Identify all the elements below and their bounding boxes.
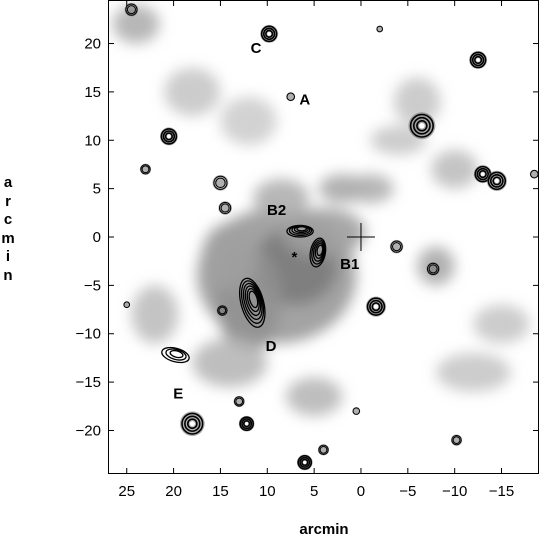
emission-blob-12 [164,67,221,117]
compact-source-20 [286,92,296,102]
emission-blob-11 [112,4,160,44]
emission-blob-13 [393,77,441,126]
compact-source-5 [139,163,152,175]
compact-source-16 [233,395,245,408]
x-tick-label: −10 [442,483,467,500]
x-tick-label: 15 [212,483,229,500]
x-axis-ticks: 25 20 15 10 5 0 −5 −10 −15 [118,0,514,500]
compact-source-21 [376,25,384,33]
y-tick-label: 20 [84,36,101,53]
source-label-b1: B1 [340,256,359,273]
compact-source-15 [238,415,255,432]
x-tick-label: −5 [399,483,416,500]
y-axis-title-letter: r [5,192,11,210]
center-cross [346,223,375,251]
source-label-c: C [251,40,262,57]
emission-blob-4 [201,222,258,291]
contour-layer [123,2,539,471]
y-axis-ticks: 20 15 10 5 0 −5 −10 −15 −20 [76,36,539,439]
y-tick-label: 0 [93,229,101,246]
emission-blob-18 [220,96,277,146]
elongated-source-d [238,277,266,328]
compact-source-19 [450,434,463,446]
compact-source-a [408,112,436,140]
compact-source-10 [389,239,404,254]
elongated-source-b1 [309,237,327,268]
emission-blob-19 [431,149,479,189]
y-tick-label: 10 [84,132,101,149]
source-label-d: D [266,338,277,355]
y-axis-title-letter: m [1,229,15,247]
compact-source-e [179,411,205,437]
y-axis-title-letter: n [3,266,13,284]
emission-blob-16 [131,285,179,344]
y-tick-label: −15 [76,374,101,391]
y-tick-label: 5 [93,181,101,198]
y-axis-title-letter: i [5,248,11,265]
source-label-e: E [173,386,183,403]
y-tick-label: 15 [84,84,101,101]
compact-source-7 [218,201,232,215]
elongated-source-3 [161,346,190,364]
compact-source-9 [486,170,507,192]
emission-blob-3 [281,207,366,257]
emission-blob-7 [346,174,394,204]
compact-source-4 [159,127,178,146]
y-tick-label: −5 [84,277,101,294]
x-tick-label: 20 [165,483,182,500]
compact-source-c [260,24,279,43]
compact-source-12 [365,296,387,317]
emission-blob-10 [286,377,343,416]
emission-blob-5 [253,178,310,218]
y-tick-label: −20 [76,422,101,439]
emission-blob-14 [435,353,511,392]
source-labels: A C B2 B1 * D E [173,40,359,402]
compact-source-3 [469,50,488,69]
source-label-b2: B2 [267,202,286,219]
x-tick-label: 25 [118,483,135,500]
diffuse-emission [112,4,530,416]
y-axis-title-letter: a [3,174,13,191]
y-tick-label: −10 [76,326,101,343]
compact-source-23 [123,301,131,309]
y-axis-title-letter: c [3,211,13,228]
emission-blob-15 [473,304,530,344]
emission-blob-9 [192,338,268,387]
compact-source-18 [317,444,330,456]
x-tick-label: −15 [489,483,514,500]
elongated-source-b2 [286,224,314,238]
source-label-a: A [299,91,310,108]
x-tick-label: 5 [310,483,318,500]
source-label-star: * [292,249,298,266]
x-tick-label: 10 [259,483,276,500]
compact-source-11 [426,262,440,276]
compact-source-2 [124,2,139,17]
compact-source-22 [352,407,361,416]
x-tick-label: 0 [357,483,365,500]
compact-source-13 [216,304,228,317]
compact-source-6 [212,174,229,191]
compact-source-17 [296,454,313,471]
x-axis-title: arcmin [299,521,348,538]
compact-source-24 [529,169,539,179]
